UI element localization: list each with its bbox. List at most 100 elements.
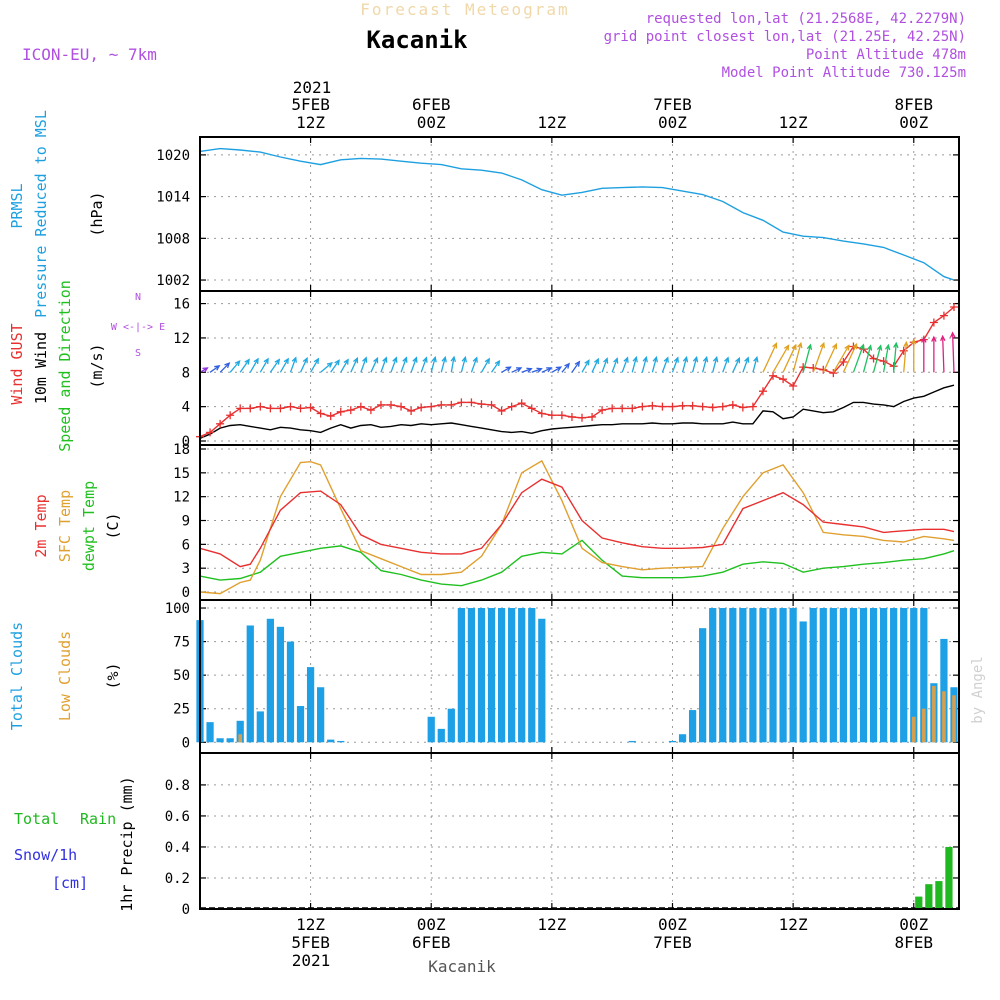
wind-arrow [360,357,367,373]
total-cloud-bar [306,667,315,743]
gust-marker [557,411,566,420]
total-cloud-bar [849,608,858,743]
gust-marker [427,402,436,411]
gust-marker [939,311,948,320]
gust-marker [356,402,365,411]
gust-marker [497,406,506,415]
gust-marker [246,404,255,413]
wind-arrow [822,343,837,373]
wind-arrowhead [921,336,927,343]
gust-marker [708,403,717,412]
gust-marker [598,406,607,415]
y-tick-label: 8 [182,365,190,381]
top-date-label: 5FEB [291,95,330,114]
y-tick-label: 1008 [156,231,190,247]
bottom-year: 2021 [292,951,331,970]
wind-arrow [420,357,428,373]
total-cloud-bar [296,706,305,743]
gust-marker [638,402,647,411]
low-cloud-bar [238,734,243,743]
wind-arrowhead [505,366,512,372]
wind-arrow [390,357,397,373]
wind-arrowhead [903,340,909,348]
total-cloud-bar [497,608,506,743]
gust-marker [487,400,496,409]
wind-arrowhead [494,359,501,367]
bottom-date-label: 7FEB [653,933,692,952]
wind-label-10m: 10m Wind [32,332,50,404]
total-cloud-bar [799,621,807,743]
panel-frame [199,444,960,601]
wind-arrow [501,366,511,373]
wind-arrow [752,357,758,373]
gust-marker [266,404,275,413]
wind-arrowhead [632,355,638,363]
gust-marker [899,346,908,355]
pressure-labels: PRMSL Pressure Reduced to MSL (hPa) [8,110,106,318]
wind-arrowhead [772,342,778,349]
gust-marker [256,402,265,411]
wind-arrowhead [753,355,759,363]
model-label: ICON-EU, ~ 7km [22,45,157,64]
gust-marker [789,382,798,391]
total-cloud-bar [427,716,435,743]
y-tick-label: 0.6 [165,809,190,825]
wind-arrow [872,345,882,373]
gust-marker [296,404,305,413]
gust-marker [507,402,516,411]
total-cloud-bar [518,608,526,743]
wind-arrowhead [353,356,359,364]
wind-arrowhead [819,341,825,349]
y-tick-label: 16 [173,297,190,313]
wind-arrow [631,357,637,373]
total-cloud-bar [910,608,918,743]
wind-arrowhead [783,344,790,351]
bottom-date-label: 6FEB [412,933,451,952]
cloud-label-low: Low Clouds [56,631,74,721]
bottom-date-label: 5FEB [291,933,330,952]
panel-frame [199,752,960,910]
total-cloud-bar [759,608,767,743]
gust-marker [216,419,225,428]
total-cloud-bar [859,608,868,743]
total-cloud-bar [869,608,878,743]
wind-arrow [561,363,570,373]
wind-arrow [702,357,708,373]
wind-arrowhead [373,356,379,364]
wind-arrowhead [893,341,899,349]
total-cloud-bar [317,687,325,743]
total-cloud-bar [668,740,677,743]
wind-arrow [611,358,618,373]
gust-marker [829,369,838,378]
top-hour-label: 00Z [899,113,928,132]
precip-label-snow: Snow/1h [14,846,77,864]
total-cloud-bar [839,608,848,743]
wind-arrowhead [343,358,349,365]
wind-arrowhead [949,331,956,338]
total-cloud-bar [457,608,465,743]
precip-labels: Total Rain Snow/1h [cm] 1hr Precip (mm) [14,776,136,911]
total-cloud-bar [467,608,476,743]
wind-arrowhead [461,355,467,363]
total-cloud-bar [789,608,797,743]
gust-marker [658,402,667,411]
y-tick-label: 0.2 [165,871,190,887]
total-cloud-bar [487,608,496,743]
wind-arrow [792,343,802,373]
gust-marker [839,357,848,366]
total-cloud-bar [286,641,295,743]
top-hour-label: 00Z [417,113,446,132]
wind-arrow [681,357,688,373]
wind-arrow [742,357,749,373]
total-cloud-bar [477,608,486,743]
wind-arrow [671,357,679,373]
compass-south: S [135,348,141,359]
wind-arrowhead [832,342,838,350]
rain-bar [935,881,943,909]
wind-arrowhead [546,367,553,373]
wind-arrow [842,343,858,373]
cloud-label-total: Total Clouds [8,622,26,730]
y-tick-label: 0 [182,585,190,601]
total-cloud-bar [900,608,908,743]
